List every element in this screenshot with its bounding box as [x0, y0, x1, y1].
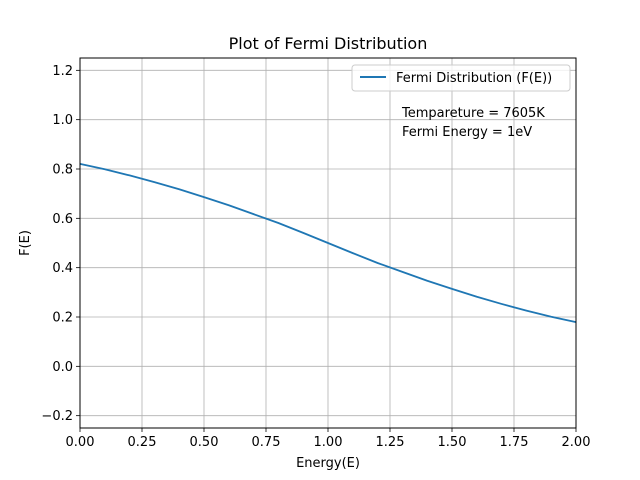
y-tick-label: 1.2: [52, 64, 73, 79]
grid-lines: [79, 58, 577, 428]
x-tick-label: 2.00: [562, 435, 591, 450]
y-tick-label: 1.0: [52, 113, 73, 128]
x-tick-label: 1.75: [500, 435, 529, 450]
y-axis-ticks: −0.2 0.0 0.2 0.4 0.6 0.8 1.0 1.2: [41, 64, 80, 424]
x-tick-label: 0.00: [66, 435, 95, 450]
y-tick-label: 0.0: [52, 360, 73, 375]
y-tick-label: 0.2: [52, 311, 73, 326]
x-tick-label: 1.25: [376, 435, 405, 450]
y-tick-label: 0.6: [52, 212, 73, 227]
series-line-0: [79, 162, 577, 324]
chart-title: Plot of Fermi Distribution: [229, 34, 428, 53]
y-tick-label: 0.8: [52, 163, 73, 178]
legend-label: Fermi Distribution (F(E)): [396, 71, 552, 86]
x-tick-label: 1.00: [314, 435, 343, 450]
x-tick-label: 0.75: [252, 435, 281, 450]
x-tick-label: 0.50: [190, 435, 219, 450]
y-axis-label: F(E): [18, 230, 33, 256]
legend-box: [351, 64, 571, 92]
x-axis-label: Energy(E): [296, 456, 360, 471]
x-tick-label: 0.25: [128, 435, 157, 450]
fermi-energy-annotation: Fermi Energy = 1eV: [402, 125, 532, 140]
x-axis-ticks: 0.00 0.25 0.50 0.75 1.00 1.25 1.50 1.75 2.00: [66, 428, 591, 450]
y-tick-label: 0.4: [52, 261, 73, 276]
series-layer: [79, 162, 577, 324]
x-tick-label: 1.50: [438, 435, 467, 450]
y-tick-label: −0.2: [41, 409, 73, 424]
legend: Fermi Distribution (F(E)): [351, 64, 571, 92]
temperature-annotation: Tempareture = 7605K: [401, 106, 545, 121]
